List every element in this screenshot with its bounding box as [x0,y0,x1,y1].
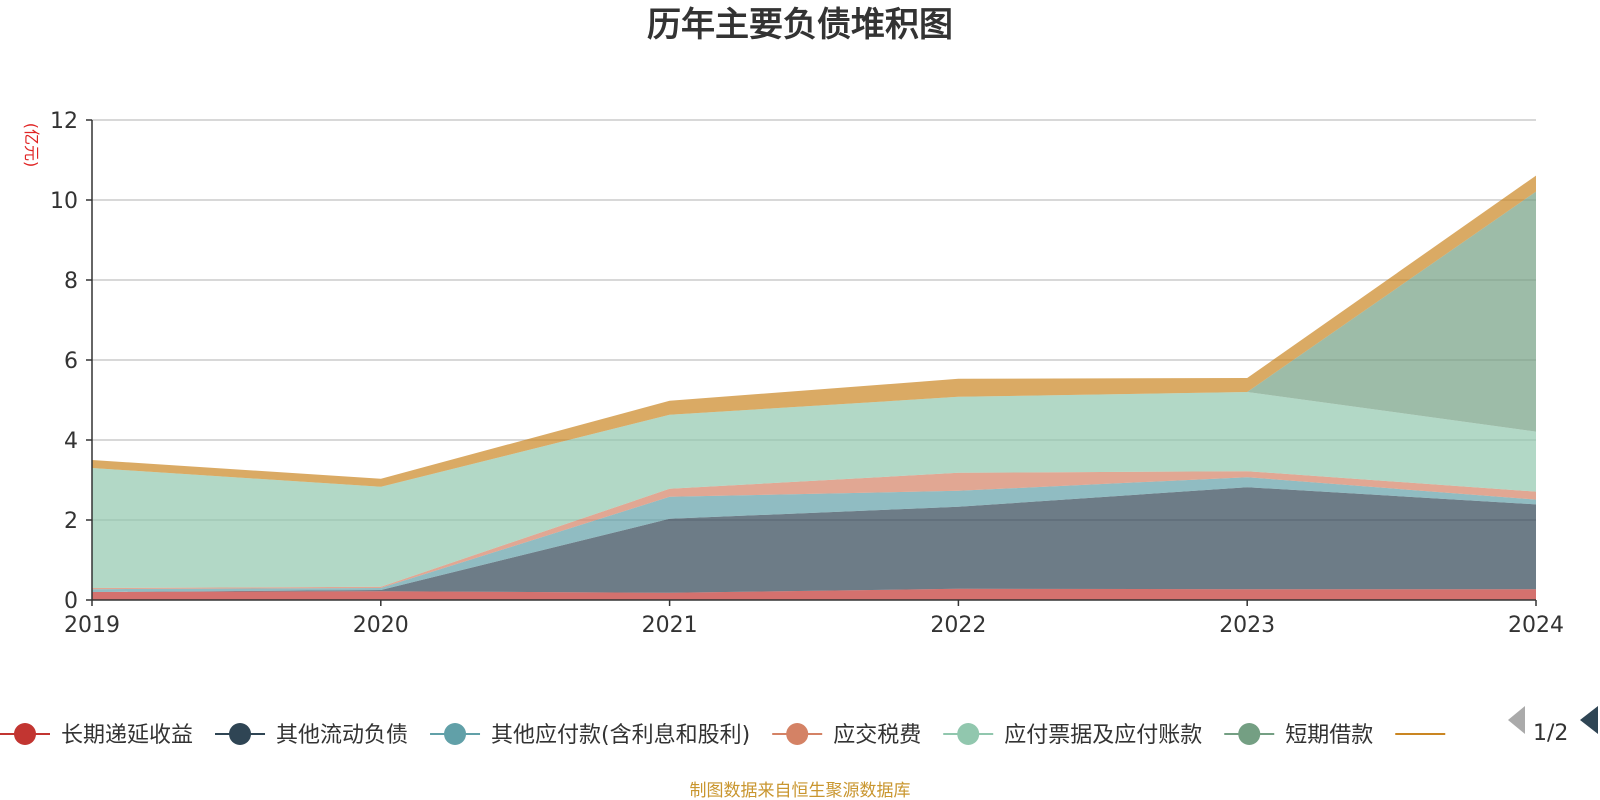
x-tick-label: 2020 [353,613,409,638]
chart-title: 历年主要负债堆积图 [647,5,953,45]
legend-label: 长期递延收益 [61,723,193,748]
legend-marker-icon [229,723,252,745]
x-tick-label: 2024 [1508,613,1564,638]
legend-page-indicator: 1/2 [1533,721,1568,746]
legend-item[interactable]: 其他流动负债 [215,723,408,748]
legend-next-page-icon[interactable] [1580,706,1598,734]
y-tick-label: 4 [64,429,78,454]
legend: 长期递延收益 其他流动负债 其他应付款(含利息和股利) 应交税费 应付票据及应付账款 短期… [0,723,1446,748]
x-tick-label: 2021 [642,613,698,638]
legend-item[interactable]: 应交税费 [772,723,921,748]
y-tick-label: 6 [64,349,78,374]
legend-item[interactable]: 长期递延收益 [0,723,193,748]
legend-label: 应付票据及应付账款 [1004,723,1202,748]
x-tick-label: 2022 [930,613,986,638]
legend-marker-icon [444,723,467,745]
series-area-1[interactable] [92,487,1536,593]
legend-label: 应交税费 [833,723,921,748]
legend-item[interactable]: 应付票据及应付账款 [943,723,1202,748]
y-axis-unit-label: (亿元) [22,123,41,168]
legend-pager: 1/2 [1508,706,1598,746]
legend-marker-icon [14,723,36,745]
legend-prev-page-icon[interactable] [1508,706,1525,734]
legend-item[interactable]: 短期借款 [1224,723,1373,748]
y-tick-label: 12 [50,109,78,134]
stacked-areas [92,175,1536,600]
legend-item[interactable]: 其他应付款(含利息和股利) [430,723,750,748]
y-tick-label: 0 [64,589,78,614]
legend-label: 短期借款 [1285,723,1373,748]
legend-label: 其他应付款(含利息和股利) [491,723,750,748]
y-tick-label: 8 [64,269,78,294]
legend-label: 其他流动负债 [276,723,408,748]
legend-marker-icon [957,723,980,745]
series-area-3[interactable] [92,471,1536,590]
y-tick-label: 2 [64,509,78,534]
series-area-2[interactable] [92,477,1536,592]
legend-marker-icon [1238,723,1261,745]
legend-marker-icon [786,723,809,745]
source-note: 制图数据来自恒生聚源数据库 [690,781,911,800]
x-tick-label: 2023 [1219,613,1275,638]
series-area-4[interactable] [92,392,1536,588]
series-area-0[interactable] [92,588,1536,600]
axes: 0 2 4 6 8 10 12 2019 2020 2021 2022 2023 2024 [50,109,1564,638]
y-tick-label: 10 [50,189,78,214]
x-tick-label: 2019 [64,613,120,638]
